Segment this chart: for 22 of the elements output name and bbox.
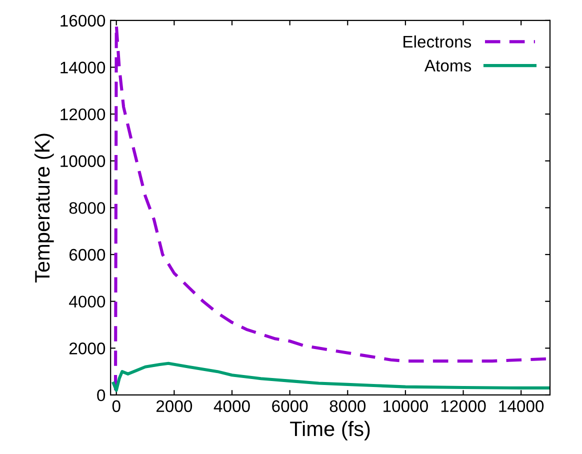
y-axis-title: Temperature (K) (34, 134, 54, 282)
legend-label: Atoms (424, 60, 472, 72)
y-tick-label: 14000 (60, 62, 106, 74)
x-tick-label: 10000 (384, 400, 428, 412)
y-tick-label: 2000 (69, 342, 106, 354)
line-series (112, 362, 550, 392)
y-tick-label: 10000 (60, 155, 106, 168)
legend-label: Electrons (404, 35, 472, 48)
y-tick-label: 12000 (60, 108, 106, 120)
y-tick-label: 0 (97, 389, 106, 402)
y-tick-label: 16000 (60, 14, 106, 27)
x-tick-label: 12000 (441, 400, 486, 412)
x-tick-label: 4000 (214, 400, 250, 412)
y-tick-label: 8000 (69, 202, 106, 214)
x-tick-label: 14000 (499, 400, 544, 412)
y-tick-label: 4000 (69, 296, 106, 308)
x-tick-label: 2000 (156, 400, 192, 412)
y-tick-label: 6000 (69, 248, 106, 261)
x-tick-label: 8000 (330, 400, 366, 412)
x-tick-label: 6000 (272, 400, 308, 412)
x-tick-label: 0 (112, 400, 120, 412)
x-axis-title: Time (fs) (290, 420, 370, 440)
